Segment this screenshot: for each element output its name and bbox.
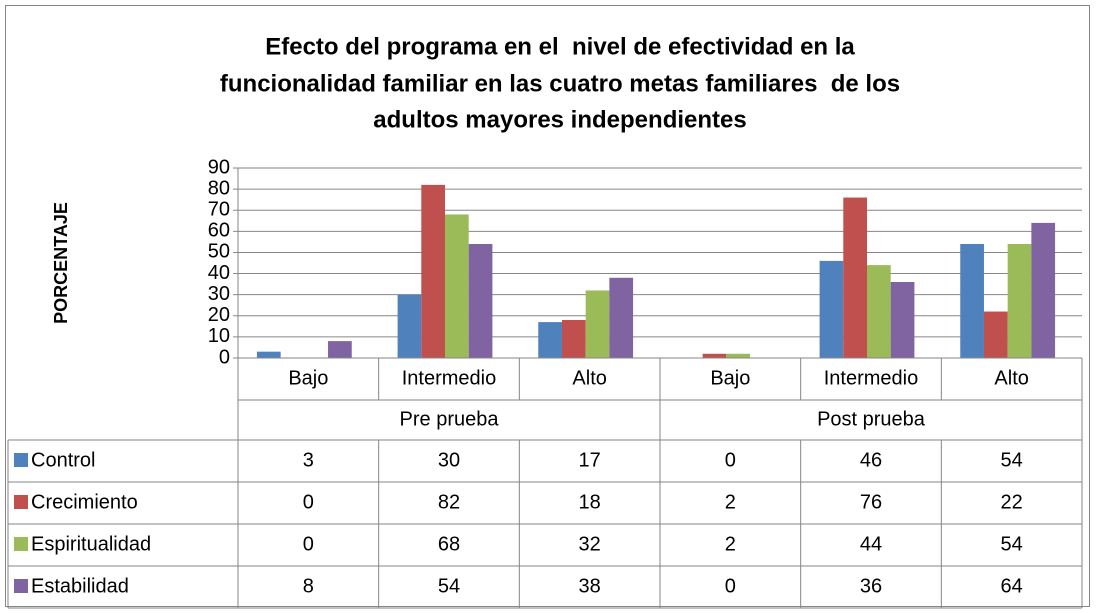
table-cell: 0 [303,533,314,555]
y-tick-label: 70 [208,199,230,221]
y-tick-label: 30 [208,283,230,305]
table-cell: 2 [725,491,736,513]
bar [256,351,281,358]
table-cell: 2 [725,533,736,555]
x-tick-label: Bajo [288,367,328,389]
x-tick-label: Alto [994,367,1028,389]
bar [1031,222,1056,358]
bar [328,341,352,358]
table-cell: 22 [1001,491,1023,513]
table-cell: 82 [438,491,460,513]
table-cell: 46 [860,449,882,471]
table-cell: 76 [860,491,882,513]
legend-key [14,453,28,467]
table-cell: 17 [579,449,601,471]
bar [609,277,634,358]
bar [538,322,562,358]
bar [726,353,751,358]
group-label: Pre prueba [400,408,500,430]
legend-label: Crecimiento [31,491,138,513]
bar [561,320,586,358]
y-tick-label: 20 [208,304,230,326]
y-tick-label: 0 [219,346,230,368]
bar [1007,244,1032,358]
bar [585,290,610,358]
legend-key [14,495,28,509]
table-cell: 32 [579,533,601,555]
legend-key [14,579,28,593]
y-tick-label: 80 [208,177,230,199]
table-cell: 44 [860,533,882,555]
table-cell: 0 [725,449,736,471]
table-cell: 0 [303,491,314,513]
bar [960,244,984,358]
bar [397,294,422,358]
chart-title: adultos mayores independientes [373,106,746,133]
x-tick-label: Intermedio [402,367,497,389]
bar [819,260,844,358]
table-cell: 0 [725,575,736,597]
bar [468,244,493,358]
legend-label: Espiritualidad [31,533,151,555]
legend-label: Control [31,449,95,471]
table-cell: 54 [1001,533,1023,555]
chart-title: Efecto del programa en el nivel de efect… [265,33,855,60]
x-tick-label: Alto [572,367,606,389]
bar [702,353,727,358]
y-tick-label: 50 [208,241,230,263]
table-cell: 3 [303,449,314,471]
table-cell: 54 [1001,449,1023,471]
table-cell: 68 [438,533,460,555]
bar [890,282,915,358]
y-tick-label: 90 [208,156,230,178]
table-cell: 18 [579,491,601,513]
x-tick-label: Bajo [710,367,750,389]
bar [867,265,891,358]
y-tick-label: 10 [208,325,230,347]
bar [445,214,469,358]
bar [421,184,445,358]
table-cell: 38 [579,575,601,597]
y-axis-label: PORCENTAJE [51,202,71,324]
y-tick-label: 60 [208,220,230,242]
y-tick-label: 40 [208,262,230,284]
table-cell: 36 [860,575,882,597]
legend-key [14,537,28,551]
group-label: Post prueba [817,408,926,430]
x-tick-label: Intermedio [824,367,919,389]
legend-label: Estabilidad [31,575,129,597]
table-cell: 54 [438,575,460,597]
table-cell: 30 [438,449,460,471]
bar [983,311,1008,358]
chart-title: funcionalidad familiar en las cuatro met… [220,70,900,97]
table-cell: 8 [303,575,314,597]
bar [843,197,867,358]
table-cell: 64 [1001,575,1023,597]
